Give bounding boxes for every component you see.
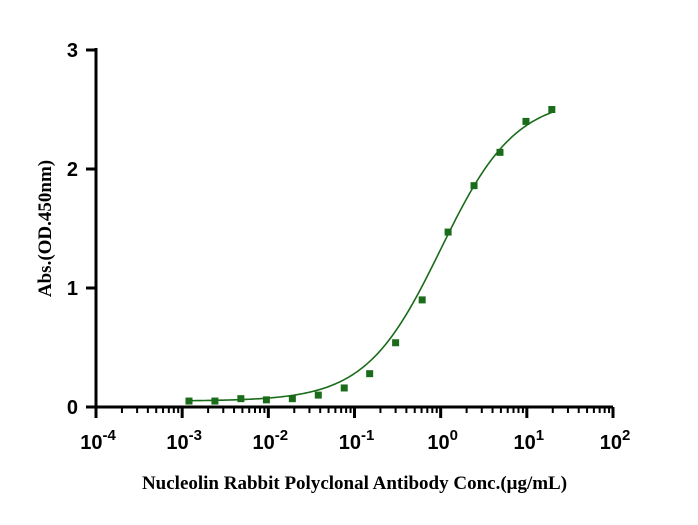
x-tick-exponent: -4: [102, 427, 116, 444]
data-point: [548, 106, 556, 113]
x-tick-exponent: -2: [275, 427, 288, 444]
x-tick-exponent: 0: [450, 427, 458, 444]
data-point: [496, 148, 504, 156]
x-tick-label: 100: [427, 427, 458, 454]
fit-curve-layer: [188, 111, 553, 402]
x-tick-exponent: -3: [189, 427, 202, 444]
x-tick-label: 10-4: [80, 427, 116, 454]
x-tick-base: 10: [339, 432, 361, 454]
x-tick-exponent: -1: [361, 427, 374, 444]
x-tick-exponent: 1: [536, 427, 544, 444]
data-point: [314, 391, 322, 399]
axes: [94, 48, 613, 409]
y-tick-label: 1: [67, 278, 78, 300]
data-point: [366, 370, 374, 378]
data-point: [444, 228, 452, 236]
x-tick-base: 10: [514, 432, 536, 454]
data-point: [340, 384, 348, 392]
data-point: [288, 395, 296, 403]
x-tick-label: 101: [514, 427, 545, 454]
x-tick-label: 10-2: [253, 427, 289, 454]
x-tick-label: 102: [600, 427, 631, 454]
x-tick-base: 10: [80, 432, 102, 454]
data-point: [392, 339, 400, 347]
y-tick-label: 2: [67, 159, 78, 181]
fit-curve: [188, 111, 553, 402]
x-axis-title: Nucleolin Rabbit Polyclonal Antibody Con…: [142, 473, 567, 494]
data-points: [185, 106, 556, 405]
x-tick-base: 10: [253, 432, 275, 454]
x-tick-label: 10-3: [166, 427, 202, 454]
data-point: [237, 395, 245, 403]
x-tick-exponent: 2: [622, 427, 630, 444]
x-tick-base: 10: [427, 432, 449, 454]
y-tick-label: 0: [67, 397, 78, 419]
x-tick-label: 10-1: [339, 427, 375, 454]
y-axis-title: Abs.(OD.450nm): [35, 160, 56, 297]
data-point: [418, 296, 426, 304]
x-tick-base: 10: [600, 432, 622, 454]
x-tick-base: 10: [166, 432, 188, 454]
data-point: [522, 117, 530, 125]
data-point: [262, 396, 270, 404]
data-point: [185, 397, 193, 405]
data-point: [470, 182, 478, 190]
y-tick-label: 3: [67, 40, 78, 62]
data-point: [211, 397, 219, 405]
